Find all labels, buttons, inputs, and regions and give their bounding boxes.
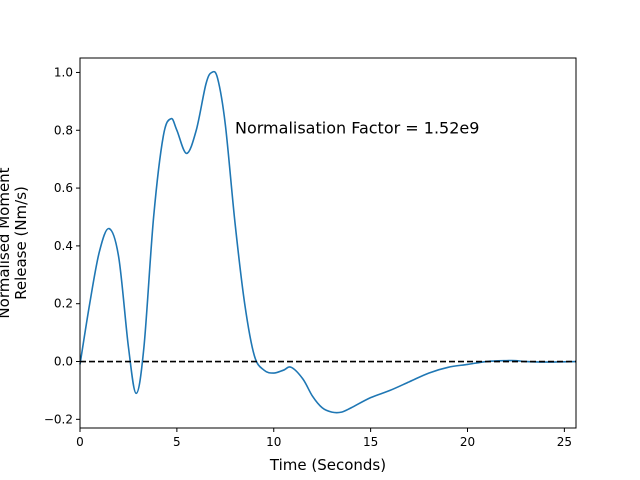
- normalisation-annotation: Normalisation Factor = 1.52e9: [235, 118, 479, 137]
- x-tick-label: 0: [76, 435, 84, 449]
- x-tick-label: 5: [173, 435, 181, 449]
- x-tick-label: 10: [266, 435, 281, 449]
- y-axis-label-line-1: Normalised Moment: [0, 167, 13, 318]
- y-tick-label: 0.2: [54, 297, 73, 311]
- y-tick-label: 0.6: [54, 181, 73, 195]
- x-tick-label: 20: [460, 435, 475, 449]
- x-tick-label: 15: [363, 435, 378, 449]
- x-tick-label: 25: [557, 435, 572, 449]
- x-ticks: 0 5 10 15 20 25: [76, 428, 572, 449]
- plot-frame: [79, 57, 577, 429]
- x-axis-label: Time (Seconds): [269, 456, 386, 474]
- y-axis-label: Normalised Moment Release (Nm/s): [0, 167, 30, 318]
- y-tick-label: 0.4: [54, 239, 73, 253]
- y-tick-label: −0.2: [44, 412, 73, 426]
- series-line-0: [79, 70, 577, 414]
- y-axis-label-line-2: Release (Nm/s): [12, 186, 30, 300]
- y-tick-label: 1.0: [54, 65, 73, 79]
- series-layer: [79, 70, 577, 414]
- y-tick-label: 0.8: [54, 123, 73, 137]
- y-ticks: −0.2 0.0 0.2 0.4 0.6 0.8 1.0: [44, 65, 80, 426]
- y-tick-label: 0.0: [54, 355, 73, 369]
